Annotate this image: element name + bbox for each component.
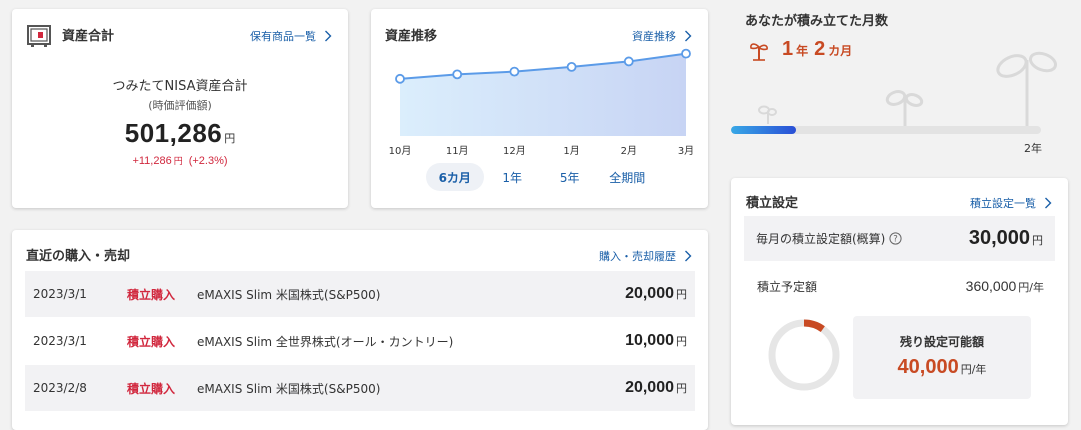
chevron-right-icon <box>685 30 692 42</box>
tab-5-years[interactable]: 5年 <box>559 170 580 185</box>
settings-list-link-label: 積立設定一覧 <box>970 197 1036 210</box>
transaction-amount: 20,000 <box>625 379 674 396</box>
asset-total-value: 501,286 <box>124 118 223 148</box>
transaction-fund: eMAXIS Slim 米国株式(S&P500) <box>197 381 381 396</box>
asset-trend-chart: 10月 11月 12月 1月 2月 3月 <box>389 48 694 157</box>
x-tick-label: 2月 <box>621 145 637 157</box>
trend-link-label: 資産推移 <box>632 30 676 43</box>
asset-gain-value: +11,286 <box>132 155 172 167</box>
sprout-illustration <box>758 51 1058 126</box>
transaction-history-link-label: 購入・売却履歴 <box>599 250 676 263</box>
trend-link[interactable]: 資産推移 <box>632 28 692 44</box>
asset-summary: つみたてNISA資産合計 (時価評価額) 501,286 円 +11,286 円 (+… <box>12 75 348 167</box>
transaction-fund: eMAXIS Slim 全世界株式(オール・カントリー) <box>197 334 454 349</box>
settings-title: 積立設定 <box>746 196 799 211</box>
months-progress-bar <box>731 126 1041 134</box>
monthly-setting-row: 毎月の積立設定額(概算) ? 30,000 円 <box>744 216 1055 261</box>
annual-amount: 360,000 <box>965 278 1017 294</box>
trend-point <box>395 73 405 84</box>
monthly-unit: 円 <box>1032 234 1043 247</box>
asset-trend-card: 資産推移 資産推移 10月 11月 12月 1月 2月 3月 6カ月 1年 5年 全期間 <box>371 9 708 208</box>
months-unit: カ月 <box>828 44 853 58</box>
months-title: あなたが積み立てた月数 <box>745 14 889 29</box>
transaction-type: 積立購入 <box>127 334 176 349</box>
monthly-label: 毎月の積立設定額(概算) <box>756 232 886 246</box>
trend-area <box>400 53 686 136</box>
asset-note: (時価評価額) <box>148 99 212 112</box>
sprout-icon <box>750 43 768 61</box>
accumulated-months-panel: あなたが積み立てた月数 1 年 2 カ月 2年 <box>730 0 1081 170</box>
transactions-title: 直近の購入・売却 <box>26 249 131 264</box>
asset-card-title: 資産合計 <box>62 29 115 44</box>
asset-gain-unit: 円 <box>173 157 183 167</box>
transaction-fund: eMAXIS Slim 米国株式(S&P500) <box>197 287 381 302</box>
transaction-date: 2023/3/1 <box>33 334 87 348</box>
tab-1-year[interactable]: 1年 <box>502 170 523 185</box>
svg-text:?: ? <box>894 235 899 245</box>
transaction-amount: 20,000 <box>625 285 674 302</box>
transaction-row[interactable]: 2023/2/8 積立購入 eMAXIS Slim 米国株式(S&P500) 2… <box>25 365 695 411</box>
transaction-row[interactable]: 2023/3/1 積立購入 eMAXIS Slim 全世界株式(オール・カントリ… <box>25 318 695 364</box>
remaining-unit: 円/年 <box>960 363 987 376</box>
asset-total-unit: 円 <box>224 132 236 145</box>
annual-unit: 円/年 <box>1018 281 1044 294</box>
trend-point <box>566 61 577 72</box>
x-tick-label: 3月 <box>678 145 694 157</box>
remaining-donut <box>768 319 840 391</box>
asset-gain: +11,286 円 (+2.3%) <box>12 154 348 167</box>
transaction-history-link[interactable]: 購入・売却履歴 <box>599 248 692 264</box>
recent-transactions-card: 直近の購入・売却 購入・売却履歴 2023/3/1 積立購入 eMAXIS Sl… <box>12 230 708 430</box>
annual-label: 積立予定額 <box>757 280 818 294</box>
x-tick-label: 10月 <box>389 145 412 157</box>
years-unit: 年 <box>796 44 809 58</box>
x-tick-label: 11月 <box>446 145 469 157</box>
holdings-list-link[interactable]: 保有商品一覧 <box>250 28 332 44</box>
transaction-unit: 円 <box>676 288 687 301</box>
trend-point <box>623 56 634 67</box>
transaction-date: 2023/2/8 <box>33 381 87 395</box>
safe-icon <box>27 25 51 47</box>
transaction-type: 積立購入 <box>127 287 176 302</box>
trend-point <box>509 66 520 77</box>
transaction-date: 2023/3/1 <box>33 287 87 301</box>
trend-point <box>681 48 691 59</box>
asset-subtitle: つみたてNISA資産合計 <box>112 79 248 94</box>
asset-total-card: 資産合計 保有商品一覧 つみたてNISA資産合計 (時価評価額) 501,286… <box>12 9 348 208</box>
months-count: 1 年 2 カ月 <box>748 38 858 62</box>
chevron-right-icon <box>325 30 332 42</box>
remaining-box: 残り設定可能額 40,000 円/年 <box>853 316 1031 399</box>
months-value: 2 <box>814 38 826 60</box>
transaction-type: 積立購入 <box>127 381 176 396</box>
remaining-label: 残り設定可能額 <box>899 335 984 349</box>
asset-gain-pct: (+2.3%) <box>188 155 228 167</box>
contribution-settings-card: 積立設定 積立設定一覧 毎月の積立設定額(概算) ? 30,000 円 積立予定額… <box>731 178 1068 425</box>
transaction-unit: 円 <box>676 382 687 395</box>
remaining-amount: 40,000 <box>897 356 959 378</box>
trend-card-title: 資産推移 <box>385 29 438 44</box>
x-tick-label: 1月 <box>563 145 579 157</box>
trend-point <box>452 69 463 80</box>
chevron-right-icon <box>1045 197 1052 209</box>
goal-label: 2年 <box>1024 142 1042 155</box>
donut-used-arc <box>803 319 825 333</box>
trend-line <box>399 52 687 80</box>
monthly-amount: 30,000 <box>968 227 1030 249</box>
holdings-list-link-label: 保有商品一覧 <box>250 30 316 43</box>
help-icon[interactable]: ? <box>889 232 902 245</box>
transaction-unit: 円 <box>676 335 687 348</box>
years-value: 1 <box>782 38 794 60</box>
tab-all-period[interactable]: 全期間 <box>609 170 646 185</box>
months-progress-fill <box>731 126 797 134</box>
transaction-amount: 10,000 <box>625 332 674 349</box>
transaction-row[interactable]: 2023/3/1 積立購入 eMAXIS Slim 米国株式(S&P500) 2… <box>25 271 695 317</box>
range-tabs: 6カ月 1年 5年 全期間 <box>426 163 656 191</box>
x-tick-label: 12月 <box>503 145 526 157</box>
chevron-right-icon <box>685 250 692 262</box>
settings-list-link[interactable]: 積立設定一覧 <box>970 195 1052 211</box>
tab-6-months[interactable]: 6カ月 <box>426 163 484 191</box>
